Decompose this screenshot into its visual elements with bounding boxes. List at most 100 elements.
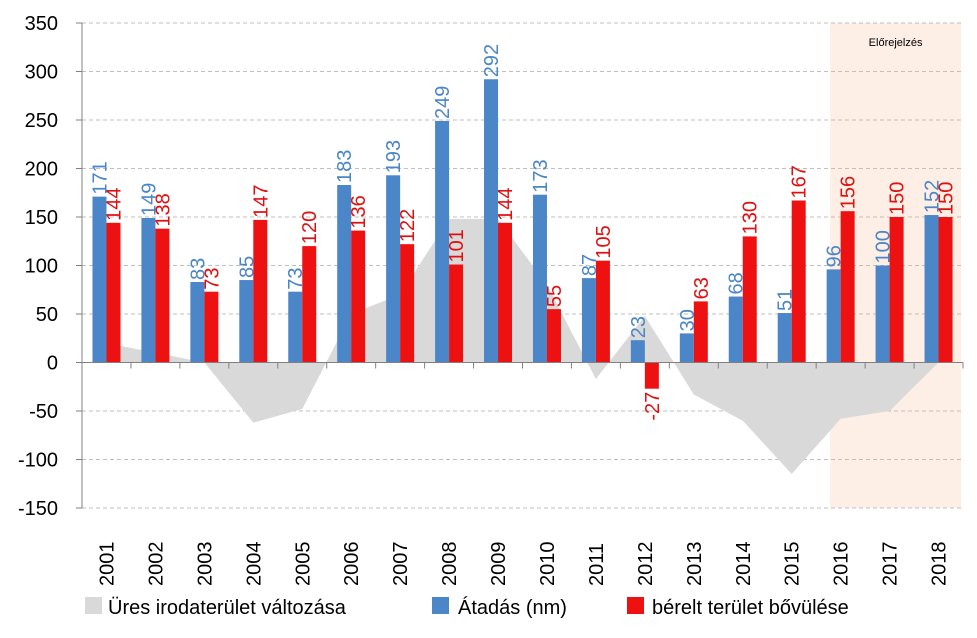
bar-berelt-2015 <box>791 200 806 363</box>
data-label: 96 <box>824 245 846 267</box>
bar-berelt-2014 <box>742 236 757 363</box>
data-label: 105 <box>593 225 615 258</box>
data-label: -27 <box>642 392 664 421</box>
x-tick-label: 2002 <box>145 542 167 587</box>
y-tick-label: 300 <box>25 62 58 84</box>
bar-atadas-2005 <box>288 291 303 363</box>
x-tick-label: 2013 <box>684 542 706 587</box>
data-label: 83 <box>187 258 209 280</box>
y-tick-label: 350 <box>25 13 58 35</box>
x-tick-label: 2010 <box>537 542 559 587</box>
legend: Üres irodaterület változása Átadás (nm) … <box>85 596 849 619</box>
bar-atadas-2013 <box>679 333 694 363</box>
bar-atadas-2012 <box>630 340 645 363</box>
data-label: 144 <box>103 187 125 220</box>
bar-series <box>92 79 953 389</box>
bar-atadas-2003 <box>190 281 205 363</box>
data-label: 173 <box>530 159 552 192</box>
bar-atadas-2015 <box>777 313 792 363</box>
bar-atadas-2008 <box>435 120 450 363</box>
data-label: 156 <box>838 176 860 209</box>
x-tick-label: 2008 <box>439 542 461 587</box>
data-label: 171 <box>89 161 111 194</box>
x-tick-label: 2007 <box>390 542 412 587</box>
bar-berelt-2018 <box>938 217 953 363</box>
data-label: 138 <box>152 193 174 226</box>
bar-atadas-2018 <box>924 215 939 363</box>
legend-label-blue: Átadás (nm) <box>458 596 567 619</box>
area-vacant-office-change <box>106 218 939 475</box>
x-tick-label: 2009 <box>488 542 510 587</box>
bar-atadas-2006 <box>337 184 352 363</box>
y-tick-label: 150 <box>25 207 58 229</box>
legend-swatch-red <box>627 597 644 614</box>
x-tick-label: 2004 <box>243 542 265 587</box>
data-label: 249 <box>432 86 454 119</box>
bar-atadas-2004 <box>239 280 254 363</box>
y-tick-label: 0 <box>47 353 58 375</box>
x-tick-label: 2016 <box>831 542 853 587</box>
data-label: 30 <box>677 309 699 331</box>
bar-atadas-2007 <box>386 175 401 363</box>
y-tick-label: 100 <box>25 256 58 278</box>
data-label: 183 <box>334 150 356 183</box>
x-tick-label: 2005 <box>292 542 314 587</box>
data-label: 101 <box>446 229 468 262</box>
data-label: 51 <box>775 289 797 311</box>
forecast-label: Előrejelzés <box>869 37 923 49</box>
data-label: 122 <box>397 209 419 242</box>
bar-atadas-2016 <box>826 269 841 363</box>
bar-berelt-2005 <box>302 246 317 363</box>
data-label: 167 <box>789 165 811 198</box>
x-tick-label: 2001 <box>96 542 118 587</box>
data-label: 152 <box>922 180 944 213</box>
data-label: 136 <box>348 195 370 228</box>
x-tick-label: 2003 <box>194 542 216 587</box>
bar-berelt-2013 <box>693 301 708 363</box>
bar-berelt-2006 <box>351 230 366 363</box>
data-label: 150 <box>936 182 958 215</box>
bar-berelt-2007 <box>400 244 415 363</box>
bar-atadas-2001 <box>92 196 107 363</box>
bar-berelt-2011 <box>595 260 610 363</box>
legend-label-red: bérelt terület bővülése <box>652 597 849 619</box>
bar-berelt-2012 <box>644 362 659 389</box>
y-tick-label: 200 <box>25 159 58 181</box>
data-label: 68 <box>726 272 748 294</box>
bar-berelt-2009 <box>498 222 513 363</box>
x-tick-label: 2011 <box>586 543 608 586</box>
bar-berelt-2008 <box>449 264 464 363</box>
bar-berelt-2004 <box>253 219 268 363</box>
data-label: 130 <box>740 201 762 234</box>
x-tick-label: 2017 <box>880 542 902 587</box>
data-label: 120 <box>299 211 321 244</box>
bar-atadas-2010 <box>532 194 547 363</box>
y-tick-label: -100 <box>18 450 58 472</box>
data-label: 292 <box>481 44 503 77</box>
x-tick-label: 2018 <box>929 542 951 587</box>
bar-berelt-2002 <box>155 228 170 363</box>
data-label: 149 <box>138 183 160 216</box>
bar-atadas-2011 <box>581 278 596 363</box>
data-label: 73 <box>285 267 307 289</box>
bar-berelt-2001 <box>106 222 121 363</box>
area-series <box>106 218 939 475</box>
x-tick-label: 2006 <box>341 542 363 587</box>
data-label: 150 <box>887 182 909 215</box>
bar-atadas-2017 <box>875 265 890 363</box>
data-label: 55 <box>544 285 566 307</box>
legend-label-area: Üres irodaterület változása <box>108 597 347 619</box>
x-tick-label: 2015 <box>782 542 804 587</box>
x-tick-label: 2012 <box>635 542 657 587</box>
data-label: 23 <box>628 316 650 338</box>
data-labels: 171 149 83 85 73 183 193 249 292 173 87 23 30 68 51 96 1… <box>89 44 957 421</box>
bar-berelt-2010 <box>546 309 561 363</box>
y-tick-label: -150 <box>18 498 58 520</box>
legend-swatch-blue <box>432 597 449 614</box>
data-label: 147 <box>250 185 272 218</box>
x-tick-label: 2014 <box>733 542 755 587</box>
bar-berelt-2003 <box>204 291 219 363</box>
axes: -150 -100 -50 0 50 100 150 200 250 300 350 2001 2002… <box>18 13 964 587</box>
